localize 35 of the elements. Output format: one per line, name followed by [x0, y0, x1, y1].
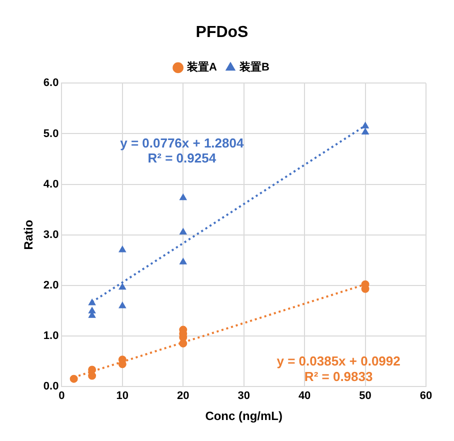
point	[180, 258, 187, 264]
y-tick-label: 6.0	[43, 77, 59, 90]
point	[118, 283, 126, 290]
point	[180, 228, 187, 235]
annotation: R² = 0.9833	[304, 368, 373, 384]
y-tick-label: 0.0	[43, 380, 59, 392]
x-tick-label: 60	[420, 390, 432, 402]
y-tick-label: 5.0	[43, 128, 59, 140]
x-tick-label: 40	[298, 390, 311, 402]
x-axis-title: Conc (ng/mL)	[205, 409, 283, 424]
point	[118, 246, 126, 252]
x-tick-label: 50	[359, 390, 372, 402]
y-tick-label: 3.0	[43, 228, 59, 241]
chart-title: PFDoS	[196, 24, 249, 42]
x-tick-label: 20	[177, 390, 190, 402]
y-tick-label: 4.0	[43, 178, 59, 190]
x-tick-label: 30	[238, 390, 250, 402]
x-tick-label: 0	[58, 390, 65, 402]
y-tick-label: 2.0	[43, 279, 59, 292]
legend-label: 装置B	[238, 60, 270, 74]
point	[362, 122, 369, 128]
y-tick-label: 1.0	[43, 330, 59, 342]
point	[362, 128, 369, 134]
annotation: R² = 0.9254	[148, 150, 217, 166]
x-tick-label: 10	[116, 390, 129, 402]
point	[180, 194, 187, 200]
point	[88, 299, 96, 306]
annotation: y = 0.0385x + 0.0992	[276, 354, 400, 369]
point	[70, 374, 78, 383]
annotation: y = 0.0776x + 1.2804	[120, 135, 244, 150]
legend-label: 装置A	[186, 60, 218, 74]
y-axis-title: Ratio	[22, 220, 36, 250]
point	[88, 307, 96, 314]
point	[118, 302, 126, 308]
point	[88, 372, 96, 380]
